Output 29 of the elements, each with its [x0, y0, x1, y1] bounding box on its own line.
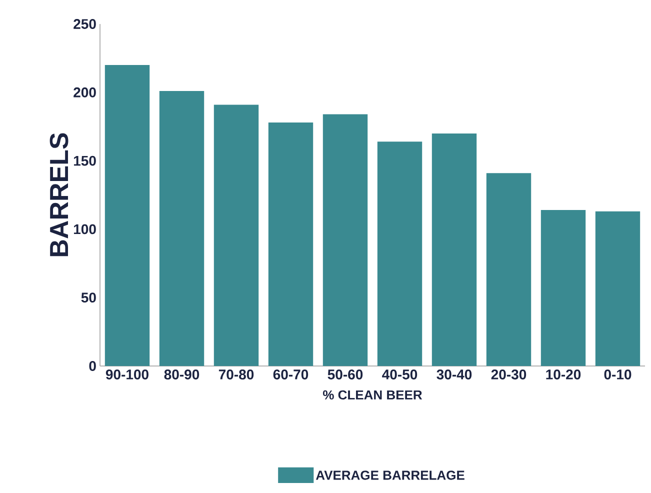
y-axis-title: BARRELS — [50, 133, 68, 256]
bar — [322, 114, 368, 366]
bar — [595, 211, 640, 366]
bar — [486, 173, 532, 366]
bar — [377, 142, 422, 366]
x-tick-label: 10-20 — [546, 370, 581, 380]
bar — [540, 210, 586, 366]
x-tick-label: 60-70 — [273, 370, 308, 380]
y-tick-label: 250 — [74, 19, 96, 29]
x-tick-label: 40-50 — [382, 370, 418, 380]
x-axis-title: % CLEAN BEER — [322, 390, 422, 400]
x-tick-label: 90-100 — [106, 370, 148, 380]
bar — [104, 65, 150, 366]
bar — [432, 133, 477, 366]
x-tick-label: 50-60 — [328, 370, 363, 380]
legend-label: AVERAGE BARRELAGE — [316, 470, 464, 480]
y-tick-label: 0 — [89, 361, 96, 371]
y-tick-label: 50 — [81, 292, 96, 303]
bar — [268, 122, 314, 366]
y-tick-label: 100 — [74, 224, 96, 234]
x-tick-label: 30-40 — [436, 370, 472, 380]
y-tick-label: 150 — [74, 156, 96, 166]
x-tick-label: 20-30 — [491, 370, 526, 380]
bar — [214, 104, 259, 366]
x-tick-label: 70-80 — [218, 370, 254, 380]
x-tick-label: 80-90 — [164, 370, 200, 380]
bar — [159, 91, 204, 366]
y-tick-label: 200 — [74, 87, 96, 98]
x-tick-label: 0-10 — [604, 370, 632, 380]
